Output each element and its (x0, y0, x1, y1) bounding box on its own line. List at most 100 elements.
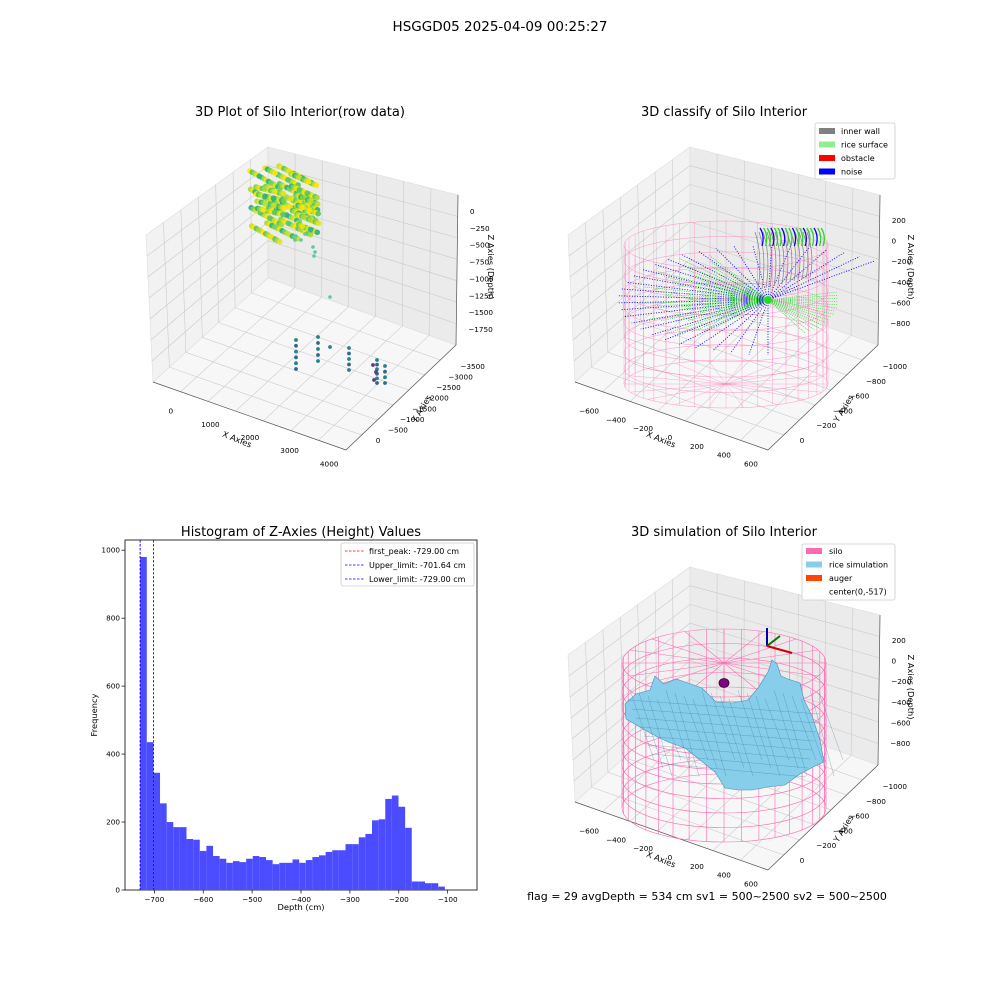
panel-classify: 3D classify of Silo Interior −600 −400 −20… (567, 105, 916, 468)
silo-floor-spoke (725, 383, 805, 400)
tick-label: 200 (690, 862, 704, 871)
panel-simulation: 3D simulation of Silo Interior −600−400−… (567, 525, 916, 888)
rice-surface-ray (640, 299, 769, 304)
histogram-bar (325, 851, 333, 890)
histogram-bar (186, 839, 194, 890)
gridline (568, 585, 880, 677)
histogram-bar (338, 850, 346, 890)
data-point (294, 349, 298, 354)
rice-surface-ray (767, 291, 837, 301)
data-point (375, 362, 379, 367)
legend-label-noise: noise (841, 168, 862, 177)
inner-wall-curve (770, 231, 777, 287)
histogram-bar (213, 856, 220, 890)
auger-marker (718, 678, 730, 688)
data-point (261, 186, 268, 192)
rice-surface-ray (767, 299, 838, 306)
histogram-bar (378, 819, 386, 890)
silo-floor-spoke (725, 375, 822, 385)
panel-1-xlabel: X Axies (221, 429, 253, 450)
data-point (296, 174, 302, 181)
histogram-bar (299, 862, 306, 890)
rim-point-trace (795, 227, 800, 247)
data-point (314, 194, 320, 201)
tick-label: −750 (469, 258, 489, 267)
rice-surface-ray (691, 299, 769, 311)
noise-ray (752, 245, 769, 301)
tick-label: 0 (668, 433, 673, 442)
data-point (255, 227, 262, 233)
silo-roof-spoke (629, 649, 725, 664)
gridline (235, 167, 350, 412)
tick-label: 0 (800, 856, 805, 865)
silo-ring (623, 328, 829, 378)
data-point (316, 335, 320, 339)
noise-ray (618, 299, 769, 304)
tick-label: 1000 (201, 420, 220, 429)
data-point (307, 226, 314, 233)
panel-2-title: 3D classify of Silo Interior (641, 105, 808, 120)
legend-label-silo: silo (829, 547, 843, 556)
legend-swatch-silo (806, 548, 822, 554)
histogram-bar (279, 862, 286, 890)
histogram-bar (272, 864, 280, 890)
rice-surface-ray (708, 254, 769, 301)
data-point (256, 173, 263, 179)
panel-4-xlabel: X Axies (645, 849, 677, 870)
data-point (316, 347, 320, 351)
tick-label: −800 (866, 377, 886, 386)
tick-label: 200 (892, 636, 906, 645)
histogram-bar (385, 798, 392, 890)
histogram-bar (372, 820, 379, 890)
gridline (569, 184, 880, 278)
gridline (637, 184, 831, 391)
gridline (602, 629, 800, 841)
data-point (311, 245, 315, 249)
rice-surface-ray (678, 299, 769, 310)
legend-swatch-noise (819, 168, 835, 175)
legend-label-obstacle: obstacle (841, 154, 875, 163)
rice-surface-ray (687, 269, 769, 301)
data-point (375, 376, 379, 381)
data-point (316, 341, 320, 345)
rice-surface-ray (700, 299, 769, 320)
gridline (571, 221, 879, 320)
data-point (261, 207, 267, 213)
silo-floor-spoke (674, 383, 727, 405)
data-point (375, 358, 379, 362)
histogram-bar (332, 850, 339, 890)
data-point (294, 361, 298, 366)
silo-roof-spoke (651, 662, 725, 688)
z-axis-line (455, 194, 459, 346)
noise-ray (651, 299, 769, 336)
silo-roof-spoke (723, 638, 797, 664)
histogram-bar (173, 827, 180, 890)
gridline (637, 604, 831, 811)
data-point (312, 254, 316, 258)
silo-floor-spoke (725, 383, 822, 393)
tick-label: −1500 (468, 308, 493, 317)
silo-ring (623, 344, 829, 393)
histogram-ticks: −700 −600 −500 −400 −300 −200 −100 0 200 400 600 80… (101, 546, 458, 904)
histogram-bar (179, 827, 187, 890)
gridline (151, 258, 457, 362)
tick-label: 600 (744, 879, 758, 888)
data-point (374, 370, 378, 374)
histogram-bar (431, 883, 439, 890)
tick-label: −2500 (436, 383, 461, 392)
tick-label: −1500 (412, 404, 437, 413)
gridline (318, 188, 432, 441)
silo-roof-spoke (723, 631, 764, 664)
silo-floor-spoke (725, 383, 744, 408)
surface-mesh-line (719, 695, 745, 769)
figure-suptitle: HSGGD05 2025-04-09 00:25:27 (393, 19, 608, 35)
tick-label: −3500 (460, 362, 485, 371)
tick-label: −1750 (468, 325, 493, 334)
tick-label: −600 (849, 812, 869, 821)
x-tick-label: −600 (193, 895, 213, 904)
gridline (585, 642, 784, 856)
x-tick-label: −400 (291, 895, 311, 904)
surface-mesh-line (746, 692, 772, 769)
tick-label: −600 (579, 407, 599, 416)
